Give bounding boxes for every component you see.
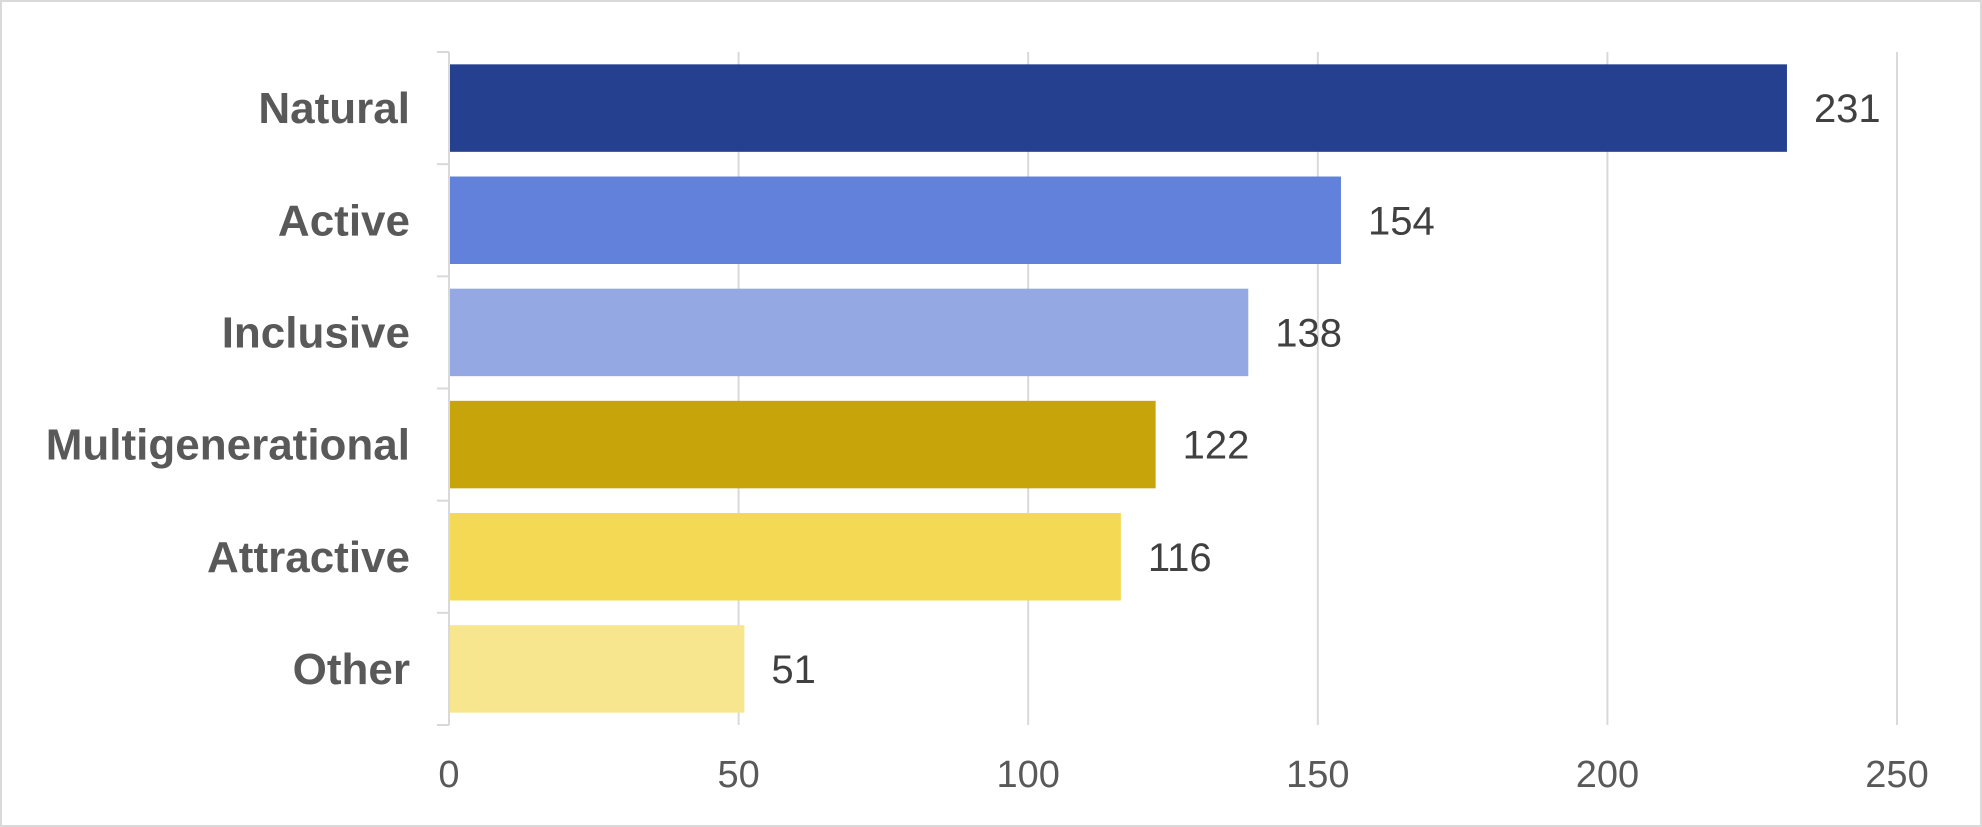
category-label: Natural [258,84,410,133]
bar-active [450,176,1341,264]
x-tick-label: 200 [1576,754,1639,796]
data-label: 122 [1183,424,1250,468]
category-label: Active [278,196,410,245]
category-label: Other [293,645,410,694]
bar-natural [450,64,1787,152]
bar-multigenerational [450,400,1156,489]
x-tick-label: 0 [438,754,459,796]
x-tick-label: 100 [996,754,1059,796]
x-tick-label: 250 [1865,754,1928,796]
category-label: Inclusive [222,308,410,357]
data-label: 154 [1368,199,1435,243]
gridlines [737,52,1898,725]
data-label: 138 [1275,311,1342,355]
labels: 0 50 100 150 200 250 Natural 231 Active 154 Inclus… [46,84,1929,796]
x-tick-label: 150 [1286,754,1349,796]
bar-attractive [450,513,1121,601]
bar-inclusive [450,288,1249,377]
category-label: Attractive [207,533,410,582]
data-label: 231 [1814,87,1881,131]
category-axis [437,51,450,726]
category-label: Multigenerational [46,421,410,470]
bar-other [450,625,745,713]
x-tick-label: 50 [717,754,759,796]
bars [450,64,1787,713]
data-label: 51 [771,648,816,692]
data-label: 116 [1148,536,1212,580]
